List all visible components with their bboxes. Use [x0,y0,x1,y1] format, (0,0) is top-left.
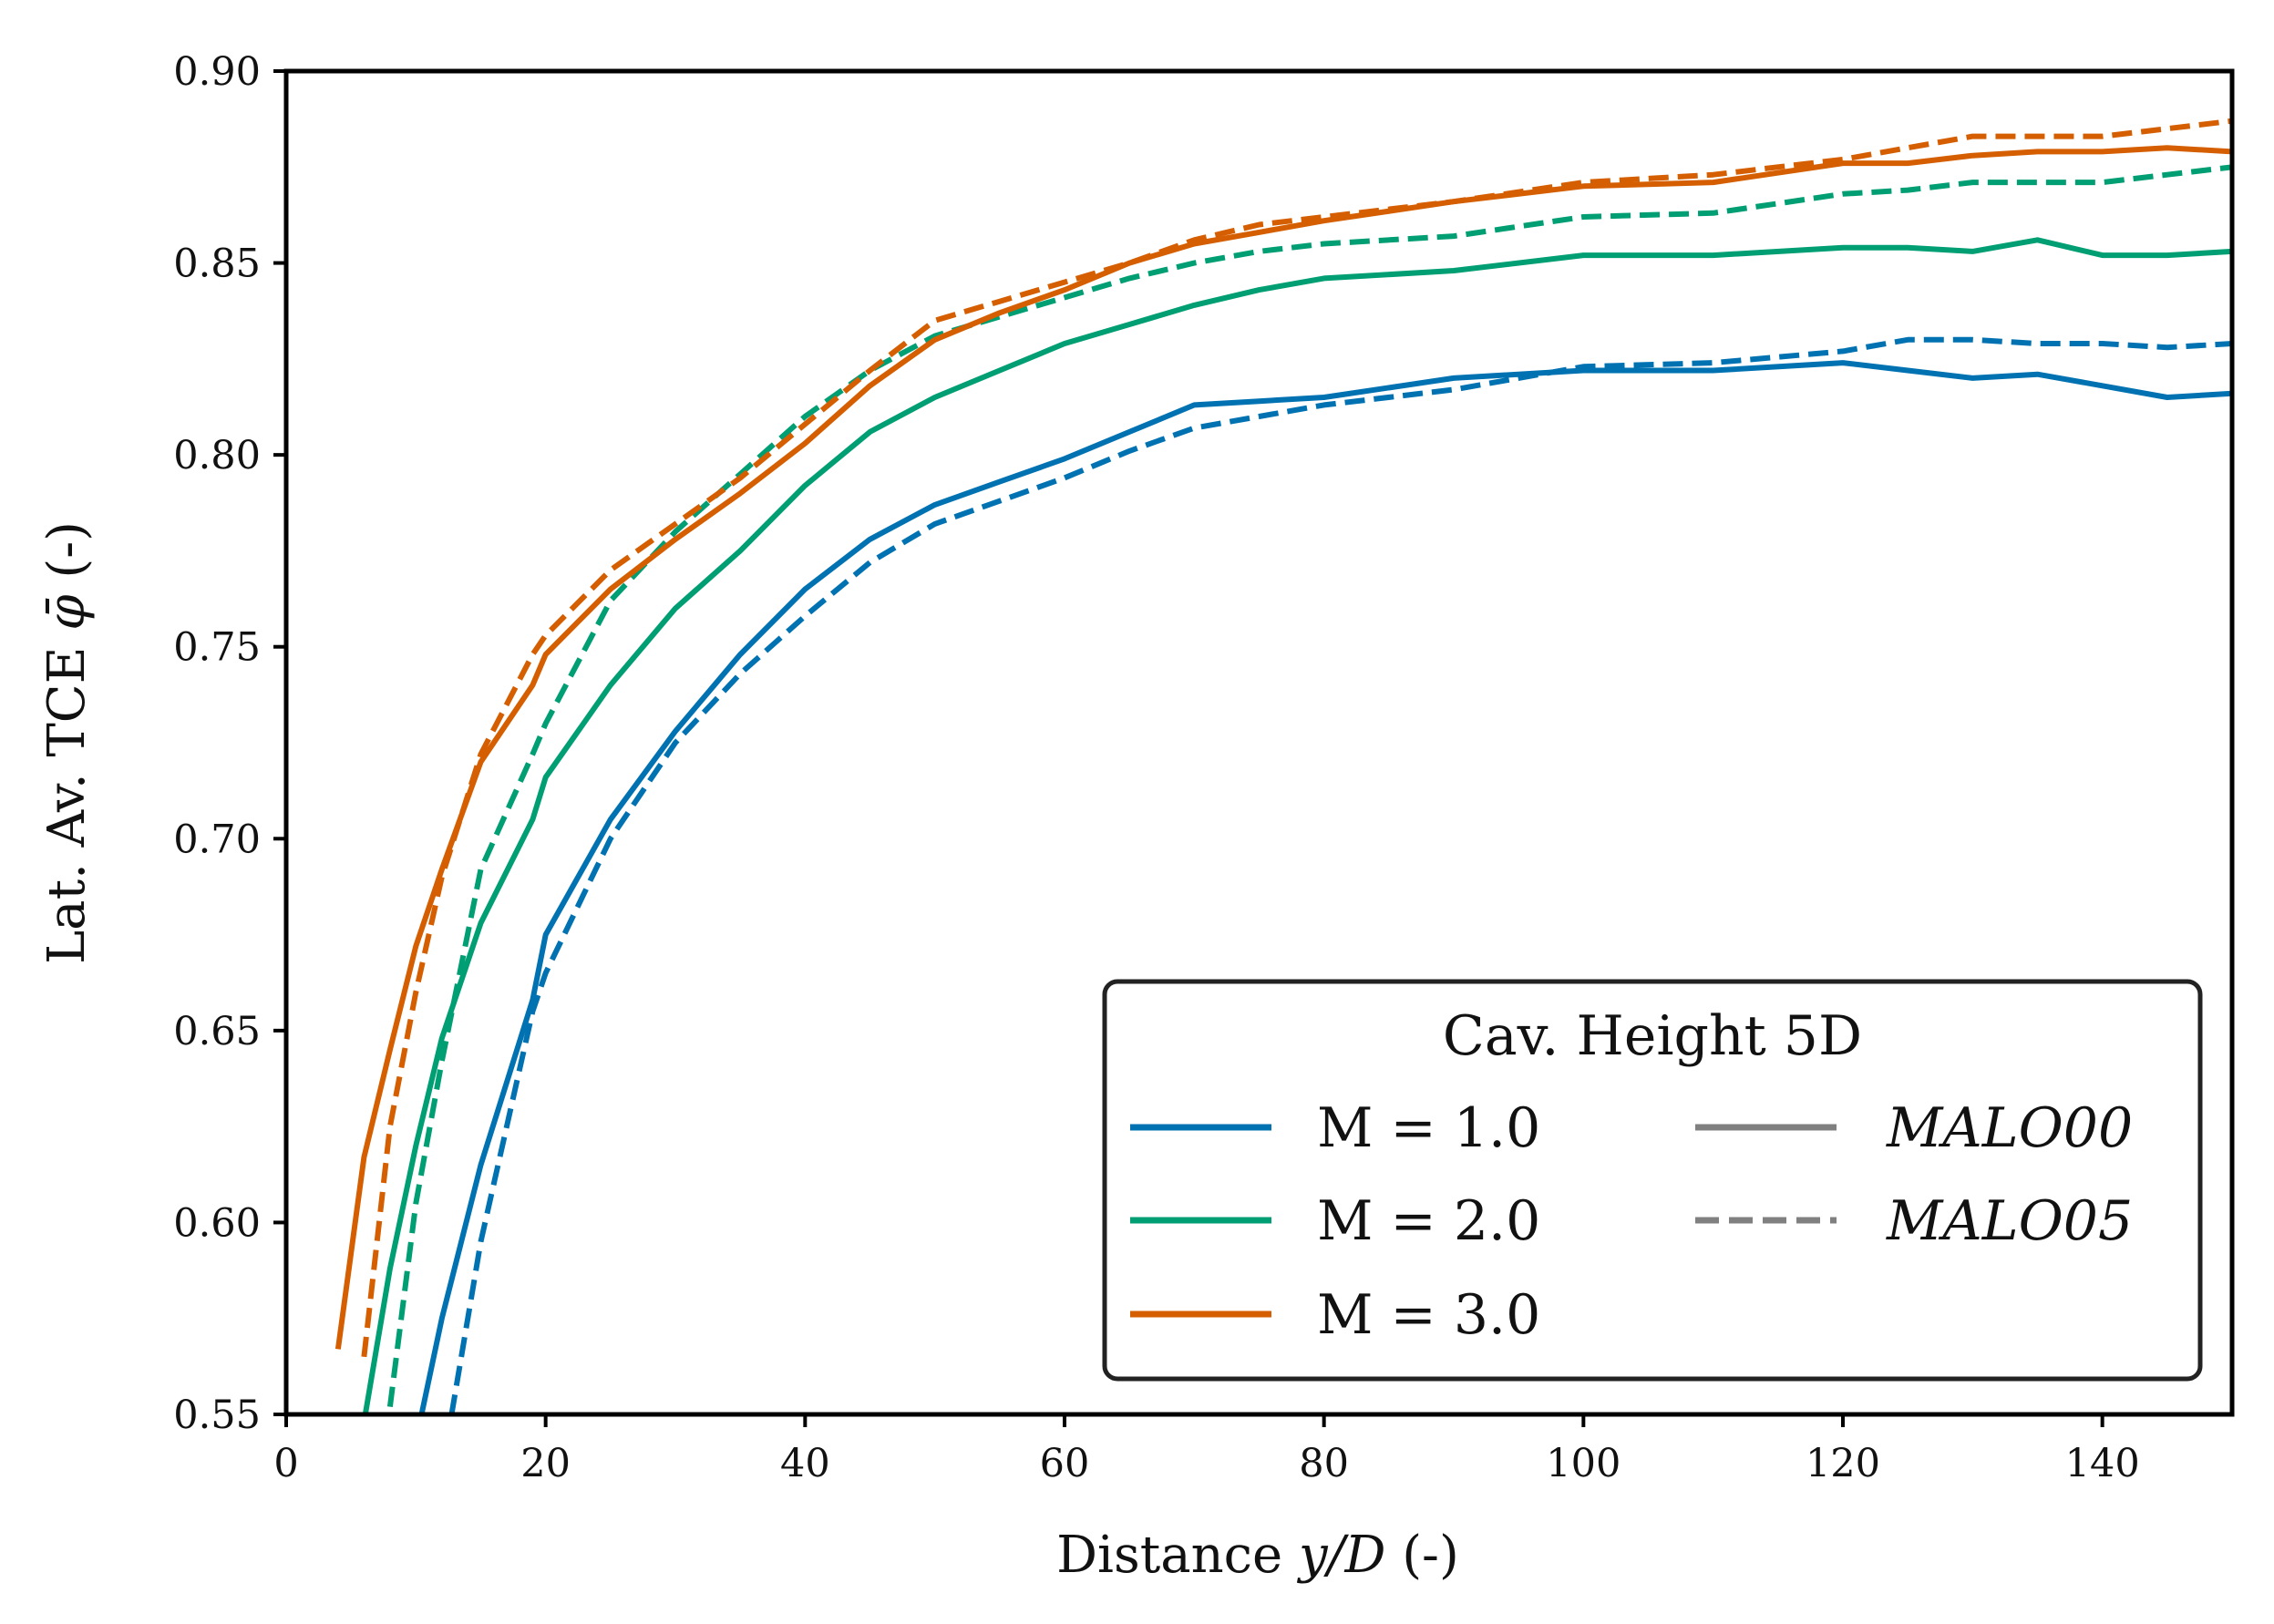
series-line-3 [386,164,2232,1407]
y-tick-label: 0.65 [173,1009,261,1054]
legend-label-m2: M = 2.0 [1317,1189,1540,1253]
legend-label-malo00: MALO00 [1886,1096,2133,1160]
x-tick-label: 0 [273,1441,298,1486]
legend-label-m3: M = 3.0 [1317,1283,1540,1347]
y-tick-label: 0.90 [173,49,261,95]
x-tick-label: 20 [520,1441,571,1486]
y-tick-label: 0.55 [173,1393,261,1438]
legend-title: Cav. Height 5D [1443,1004,1862,1068]
x-tick-label: 40 [780,1441,830,1486]
series-line-0 [418,360,2232,1414]
series-layer [334,118,2232,1414]
y-axis-label: Lat. Av. TCE φ̄ (-) [37,521,97,964]
y-tick-label: 0.85 [173,242,261,287]
y-axis-label-symbol: φ̄ [37,594,97,630]
series-line-1 [448,336,2232,1414]
legend-box [1102,979,2203,1382]
y-tick-label: 0.75 [173,625,261,671]
x-axis-label-math: y/D [1296,1526,1385,1585]
x-tick-label: 100 [1546,1441,1621,1486]
x-tick-label: 60 [1040,1441,1090,1486]
x-axis: 0 20 40 60 80 100 120 140 [273,1414,2140,1486]
y-tick-label: 0.70 [173,817,261,862]
y-tick-label: 0.80 [173,433,261,478]
x-tick-label: 140 [2065,1441,2140,1486]
x-tick-label: 120 [1806,1441,1880,1486]
y-axis: 0.55 0.60 0.65 0.70 0.75 0.80 0.85 0.90 [173,49,286,1438]
series-line-2 [362,237,2232,1414]
legend: Cav. Height 5D M = 1.0 M = 2.0 M = 3.0 M… [1102,979,2203,1382]
legend-label-malo05: MALO05 [1886,1189,2133,1253]
legend-label-m1: M = 1.0 [1317,1096,1540,1160]
plot-frame [283,68,2235,1417]
y-tick-label: 0.60 [173,1200,261,1246]
series-line-5 [361,118,2232,1358]
x-axis-label: Distance y/D (-) [1056,1526,1459,1585]
x-tick-label: 80 [1299,1441,1349,1486]
